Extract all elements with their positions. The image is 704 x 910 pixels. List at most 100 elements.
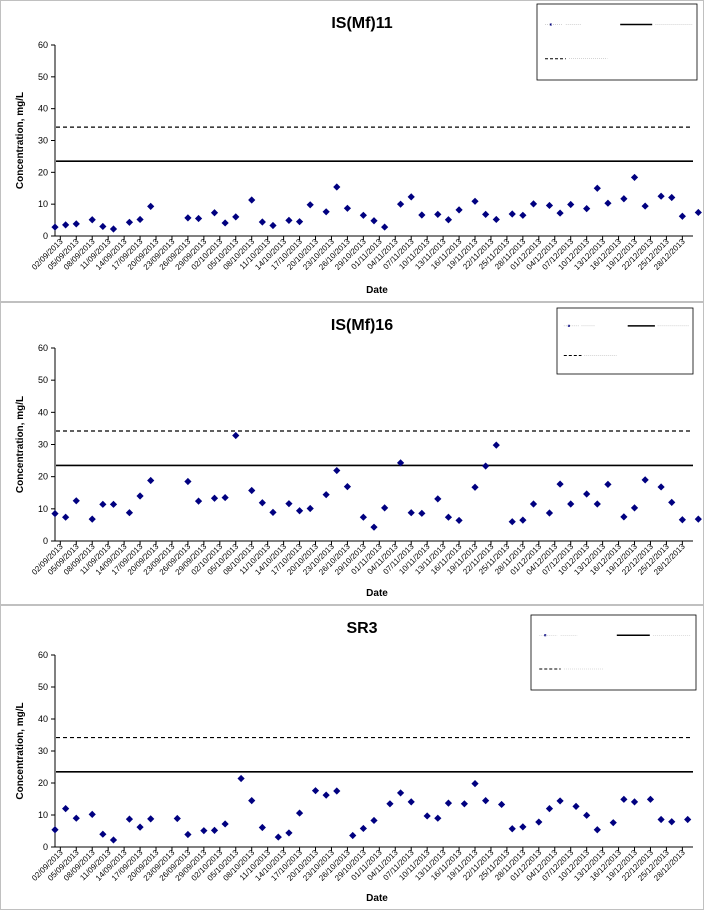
data-point [519, 516, 527, 524]
y-tick-label: 0 [43, 231, 48, 241]
data-point [545, 509, 554, 517]
chart-title: SR3 [346, 620, 377, 637]
legend [536, 3, 698, 81]
data-point [556, 209, 564, 217]
data-point [237, 774, 245, 783]
chart-panel-0: IS(Mf)11 0 10 20 30 40 50 60 Concentration, mg/L… [0, 0, 704, 302]
data-point [136, 492, 144, 500]
data-point [232, 431, 240, 440]
data-point [407, 509, 415, 517]
data-point [583, 490, 591, 498]
data-point [147, 476, 155, 485]
data-point [349, 831, 357, 840]
data-point [567, 200, 575, 209]
data-point [482, 210, 490, 218]
data-point [184, 477, 192, 486]
data-point [471, 780, 479, 788]
data-point [418, 509, 426, 517]
data-point [221, 820, 229, 828]
y-tick-label: 10 [38, 504, 48, 514]
data-point [221, 493, 229, 502]
data-point [99, 500, 107, 508]
data-point [668, 818, 676, 826]
data-point [295, 809, 304, 817]
data-point [620, 513, 628, 521]
data-point [62, 805, 70, 813]
data-point [630, 504, 639, 512]
legend-marker-sample [567, 324, 570, 327]
data-point [88, 216, 96, 224]
y-tick-label: 50 [38, 682, 48, 692]
data-point [508, 825, 516, 833]
data-point [72, 814, 80, 822]
data-point [381, 223, 389, 231]
y-tick-label: 50 [38, 375, 48, 385]
y-tick-label: 60 [38, 40, 48, 50]
data-point [572, 802, 580, 810]
y-tick-label: 40 [38, 714, 48, 724]
legend-box [556, 307, 694, 375]
data-point [694, 515, 702, 523]
data-point [147, 202, 155, 210]
data-point [657, 815, 665, 824]
data-point [684, 815, 692, 824]
data-point [418, 211, 426, 219]
data-point [343, 204, 352, 212]
data-point [482, 462, 490, 470]
data-point [529, 500, 538, 508]
data-point [72, 497, 80, 505]
chart-panel-1: IS(Mf)16 0 10 20 30 40 50 60 Concentration, mg/L… [0, 302, 704, 605]
y-tick-label: 30 [38, 136, 48, 146]
data-point [396, 200, 405, 208]
data-point [306, 504, 314, 513]
data-point [285, 829, 293, 837]
data-point [407, 193, 415, 201]
y-tick-label: 20 [38, 167, 48, 177]
data-point [668, 193, 676, 202]
data-point [62, 513, 70, 521]
data-point [51, 510, 59, 518]
data-point [535, 818, 543, 826]
data-point [423, 812, 431, 820]
legend [530, 614, 697, 691]
data-point [136, 215, 144, 224]
data-point [455, 206, 463, 214]
data-point [556, 797, 564, 805]
data-point [88, 515, 96, 523]
chart-title: IS(Mf)16 [331, 317, 393, 334]
data-point [583, 811, 591, 819]
data-point [269, 221, 277, 230]
data-point [99, 830, 107, 838]
data-point [194, 497, 203, 505]
data-point [125, 509, 134, 517]
data-point [88, 810, 96, 818]
data-point [678, 516, 686, 524]
data-point [519, 211, 527, 219]
data-point [556, 480, 564, 488]
y-tick-label: 10 [38, 199, 48, 209]
data-point [434, 495, 442, 503]
data-point [593, 826, 601, 834]
data-point [545, 201, 554, 210]
data-point [646, 795, 655, 803]
data-point [333, 466, 341, 475]
data-point [386, 800, 394, 808]
data-point [498, 800, 506, 809]
data-point [508, 210, 516, 218]
data-point [668, 498, 676, 506]
data-point [641, 476, 649, 484]
data-point [194, 214, 203, 223]
data-point [62, 221, 70, 229]
data-point [434, 814, 442, 822]
data-point [657, 483, 665, 491]
data-point [306, 201, 314, 209]
data-point [258, 218, 266, 226]
data-point [529, 200, 538, 208]
data-point [125, 815, 134, 823]
data-point [583, 205, 591, 213]
legend-box [536, 3, 698, 81]
y-tick-label: 0 [43, 536, 48, 546]
data-point [471, 197, 479, 205]
data-point [641, 202, 649, 210]
